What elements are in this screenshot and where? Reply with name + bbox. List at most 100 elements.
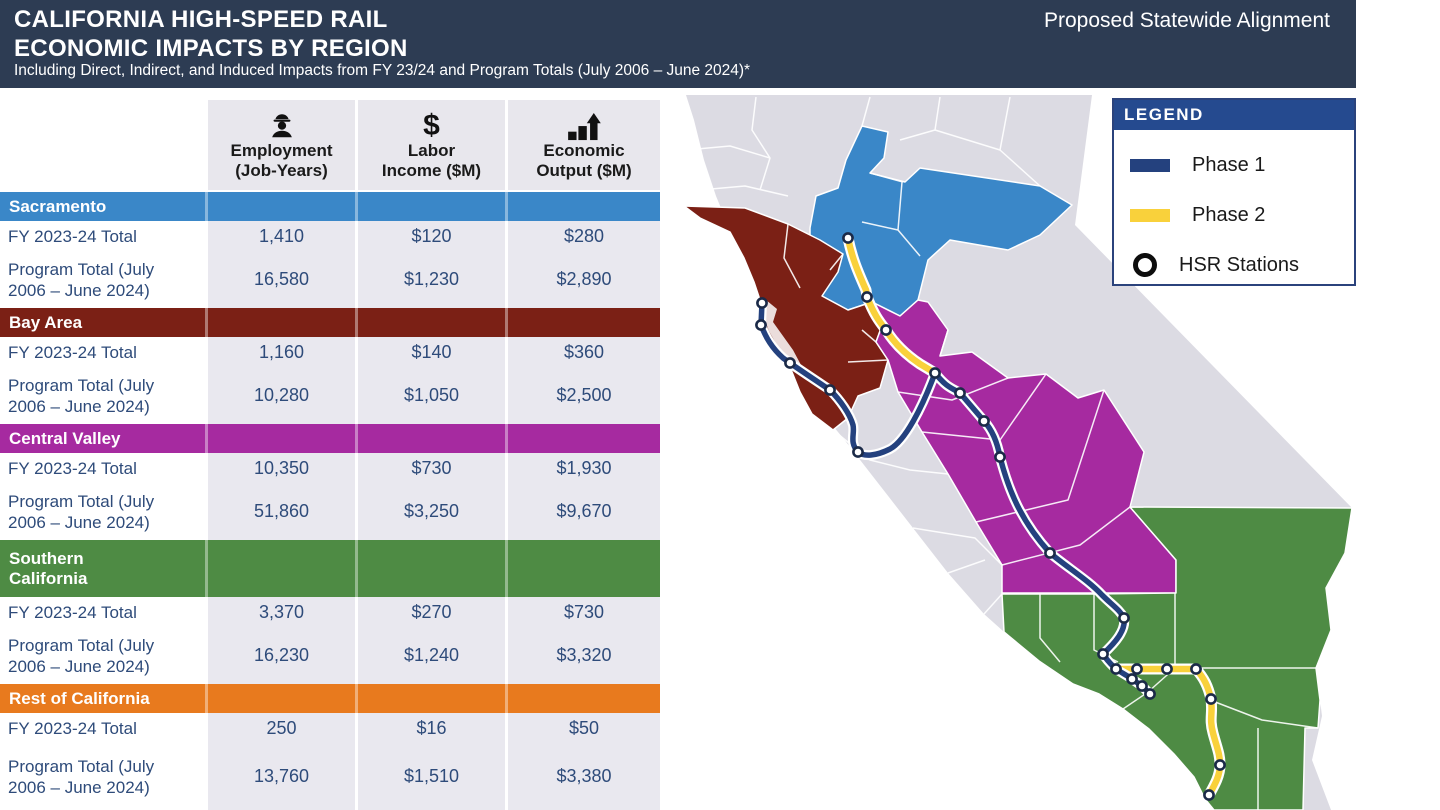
column-header-label: Economic Output ($M): [536, 141, 632, 180]
region-header-fill: [355, 424, 505, 453]
value-cell: 3,370: [205, 597, 355, 627]
region-header: Southern California: [0, 540, 205, 597]
legend-item-stations: HSR Stations: [1130, 240, 1354, 290]
table-row: FY 2023-24 Total 3,370 $270 $730: [0, 597, 660, 627]
phase2-route: [842, 232, 1226, 801]
section-bay-area: Bay Area FY 2023-24 Total 1,160 $140 $36…: [0, 308, 660, 424]
region-header-fill: [505, 424, 660, 453]
region-header-fill: [505, 540, 660, 597]
value-cell: 51,860: [205, 483, 355, 540]
page-title-line2: ECONOMIC IMPACTS BY REGION: [14, 35, 408, 62]
region-header-fill: [505, 308, 660, 337]
column-header-employment: Employment (Job-Years): [205, 100, 355, 190]
region-header-row: Southern California: [0, 540, 660, 597]
column-header-labor-income: $ Labor Income ($M): [355, 100, 505, 190]
table-row: Program Total (July 2006 – June 2024) 16,…: [0, 627, 660, 684]
value-cell: $1,240: [355, 627, 505, 684]
station-icon: [1133, 253, 1157, 277]
phase1-swatch: [1130, 158, 1170, 172]
value-cell: $9,670: [505, 483, 660, 540]
column-header-economic-output: Economic Output ($M): [505, 100, 660, 190]
legend-item-phase2: Phase 2: [1130, 190, 1354, 240]
table-row: FY 2023-24 Total 10,350 $730 $1,930: [0, 453, 660, 483]
impact-table: Employment (Job-Years) $ Labor Income ($…: [0, 100, 660, 810]
legend-title: LEGEND: [1114, 100, 1354, 130]
row-label: FY 2023-24 Total: [0, 713, 205, 743]
section-rest-of-california: Rest of California FY 2023-24 Total 250 …: [0, 684, 660, 810]
region-header-row: Central Valley: [0, 424, 660, 453]
region-header-fill: [205, 308, 355, 337]
value-cell: $16: [355, 713, 505, 743]
region-header-fill: [205, 424, 355, 453]
table-row: FY 2023-24 Total 250 $16 $50: [0, 713, 660, 743]
row-label: FY 2023-24 Total: [0, 337, 205, 367]
region-header-fill: [505, 192, 660, 221]
value-cell: $730: [355, 453, 505, 483]
table-corner-cell: [0, 100, 205, 190]
region-header-fill: [205, 192, 355, 221]
region-header: Bay Area: [0, 308, 205, 337]
header-banner: CALIFORNIA HIGH-SPEED RAIL ECONOMIC IMPA…: [0, 0, 1356, 88]
table-header-row: Employment (Job-Years) $ Labor Income ($…: [0, 100, 660, 190]
sf-bay: [762, 300, 801, 366]
row-label: FY 2023-24 Total: [0, 453, 205, 483]
value-cell: $360: [505, 337, 660, 367]
table-row: Program Total (July 2006 – June 2024) 13,…: [0, 743, 660, 810]
value-cell: 16,230: [205, 627, 355, 684]
map-legend: LEGEND Phase 1 Phase 2 HSR Stations: [1112, 98, 1356, 286]
region-header-row: Bay Area: [0, 308, 660, 337]
value-cell: $2,890: [505, 251, 660, 308]
region-header-row: Rest of California: [0, 684, 660, 713]
table-row: FY 2023-24 Total 1,160 $140 $360: [0, 337, 660, 367]
section-central-valley: Central Valley FY 2023-24 Total 10,350 $…: [0, 424, 660, 540]
row-label: Program Total (July 2006 – June 2024): [0, 367, 205, 424]
value-cell: $1,050: [355, 367, 505, 424]
value-cell: 1,410: [205, 221, 355, 251]
page-title-line1: CALIFORNIA HIGH-SPEED RAIL: [14, 6, 388, 33]
legend-label: HSR Stations: [1179, 253, 1300, 276]
section-sacramento: Sacramento FY 2023-24 Total 1,410 $120 $…: [0, 192, 660, 308]
value-cell: 16,580: [205, 251, 355, 308]
subtitle: Including Direct, Indirect, and Induced …: [14, 62, 751, 79]
map-title: Proposed Statewide Alignment: [1043, 9, 1330, 32]
value-cell: $3,380: [505, 743, 660, 810]
row-label: FY 2023-24 Total: [0, 221, 205, 251]
value-cell: 250: [205, 713, 355, 743]
region-header: Rest of California: [0, 684, 205, 713]
value-cell: $50: [505, 713, 660, 743]
legend-item-phase1: Phase 1: [1130, 140, 1354, 190]
row-label: Program Total (July 2006 – June 2024): [0, 251, 205, 308]
row-label: Program Total (July 2006 – June 2024): [0, 627, 205, 684]
value-cell: 10,280: [205, 367, 355, 424]
legend-label: Phase 1: [1192, 153, 1266, 176]
value-cell: $3,320: [505, 627, 660, 684]
value-cell: $120: [355, 221, 505, 251]
region-header-fill: [205, 684, 355, 713]
phase2-swatch: [1130, 208, 1170, 222]
value-cell: 10,350: [205, 453, 355, 483]
column-header-label: Employment (Job-Years): [230, 141, 333, 180]
value-cell: 1,160: [205, 337, 355, 367]
value-cell: $1,930: [505, 453, 660, 483]
region-header-fill: [355, 684, 505, 713]
value-cell: $2,500: [505, 367, 660, 424]
table-row: FY 2023-24 Total 1,410 $120 $280: [0, 221, 660, 251]
value-cell: $280: [505, 221, 660, 251]
region-header-fill: [505, 684, 660, 713]
value-cell: $3,250: [355, 483, 505, 540]
column-header-label: Labor Income ($M): [381, 141, 482, 180]
row-label: Program Total (July 2006 – June 2024): [0, 483, 205, 540]
county-lines: [685, 96, 1319, 810]
hsr-stations: [755, 232, 1226, 801]
california-map: [676, 88, 1360, 810]
value-cell: $140: [355, 337, 505, 367]
worker-icon: [267, 109, 297, 141]
value-cell: $730: [505, 597, 660, 627]
region-header: Central Valley: [0, 424, 205, 453]
region-header-fill: [355, 308, 505, 337]
page-title: CALIFORNIA HIGH-SPEED RAIL ECONOMIC IMPA…: [14, 5, 408, 63]
row-label: Program Total (July 2006 – June 2024): [0, 743, 205, 810]
region-header-fill: [355, 540, 505, 597]
value-cell: 13,760: [205, 743, 355, 810]
